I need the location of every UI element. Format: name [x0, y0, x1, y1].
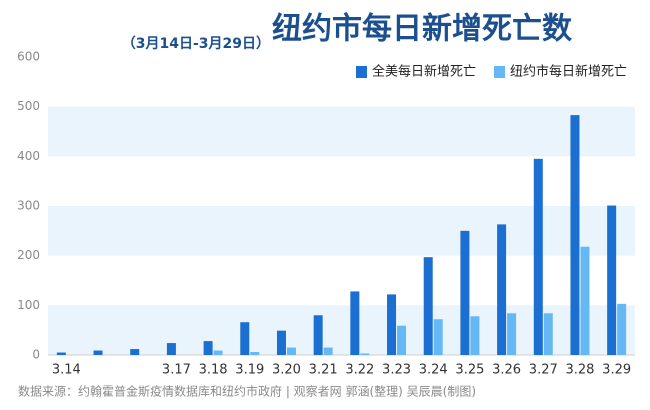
chart-title: 纽约市每日新增死亡数: [272, 12, 573, 47]
bar: [543, 313, 553, 355]
bar: [203, 341, 213, 355]
bar: [250, 352, 260, 355]
y-tick-label: 600: [17, 50, 40, 64]
bar: [130, 349, 140, 355]
bar: [93, 350, 103, 355]
x-tick-label: 3.23: [382, 363, 411, 378]
x-tick-label: 3.22: [345, 363, 374, 378]
bar: [276, 330, 286, 355]
grid-band: [48, 206, 635, 256]
legend-swatch: [493, 66, 505, 78]
y-tick-label: 0: [32, 348, 40, 362]
y-tick-label: 200: [17, 248, 40, 262]
legend-label: 全美每日新增死亡: [372, 64, 476, 80]
x-tick-label: 3.19: [235, 363, 264, 378]
x-tick-label: 3.14: [52, 363, 81, 378]
source-note: 数据来源：约翰霍普金斯疫情数据库和纽约市政府 | 观察者网 郭涵(整理) 吴辰晨…: [18, 384, 476, 399]
legend-label: 纽约市每日新增死亡: [510, 64, 627, 80]
x-tick-label: 3.28: [565, 363, 594, 378]
bar: [433, 319, 443, 355]
y-tick-label: 500: [17, 99, 40, 113]
x-tick-label: 3.29: [602, 363, 631, 378]
bar: [166, 343, 176, 355]
bar: [460, 230, 470, 355]
y-tick-label: 400: [17, 149, 40, 163]
bar: [570, 115, 580, 355]
bar: [360, 353, 370, 355]
x-tick-label: 3.17: [162, 363, 191, 378]
x-tick-label: 3.27: [529, 363, 558, 378]
bar: [240, 322, 250, 355]
bar: [350, 291, 360, 355]
bar: [423, 257, 433, 355]
bar: [323, 347, 333, 355]
bar: [313, 315, 323, 355]
y-tick-label: 100: [17, 298, 40, 312]
bar: [470, 316, 480, 355]
bar: [397, 325, 407, 355]
x-tick-label: 3.20: [272, 363, 301, 378]
chart-subtitle: （3月14日-3月29日）: [122, 36, 270, 52]
y-tick-label: 300: [17, 199, 40, 213]
x-tick-label: 3.25: [455, 363, 484, 378]
bar: [607, 205, 617, 355]
bar: [286, 347, 296, 355]
x-tick-label: 3.21: [309, 363, 338, 378]
bar: [533, 158, 543, 355]
bar: [507, 313, 517, 355]
x-tick-label: 3.18: [199, 363, 228, 378]
bar: [617, 303, 627, 355]
bar: [497, 224, 507, 355]
bar: [580, 246, 590, 355]
grid-band: [48, 106, 635, 157]
bar: [387, 294, 397, 355]
x-tick-label: 3.24: [419, 363, 448, 378]
bar: [56, 352, 66, 355]
legend-swatch: [355, 66, 367, 78]
bar: [213, 350, 223, 355]
x-tick-label: 3.26: [492, 363, 521, 378]
